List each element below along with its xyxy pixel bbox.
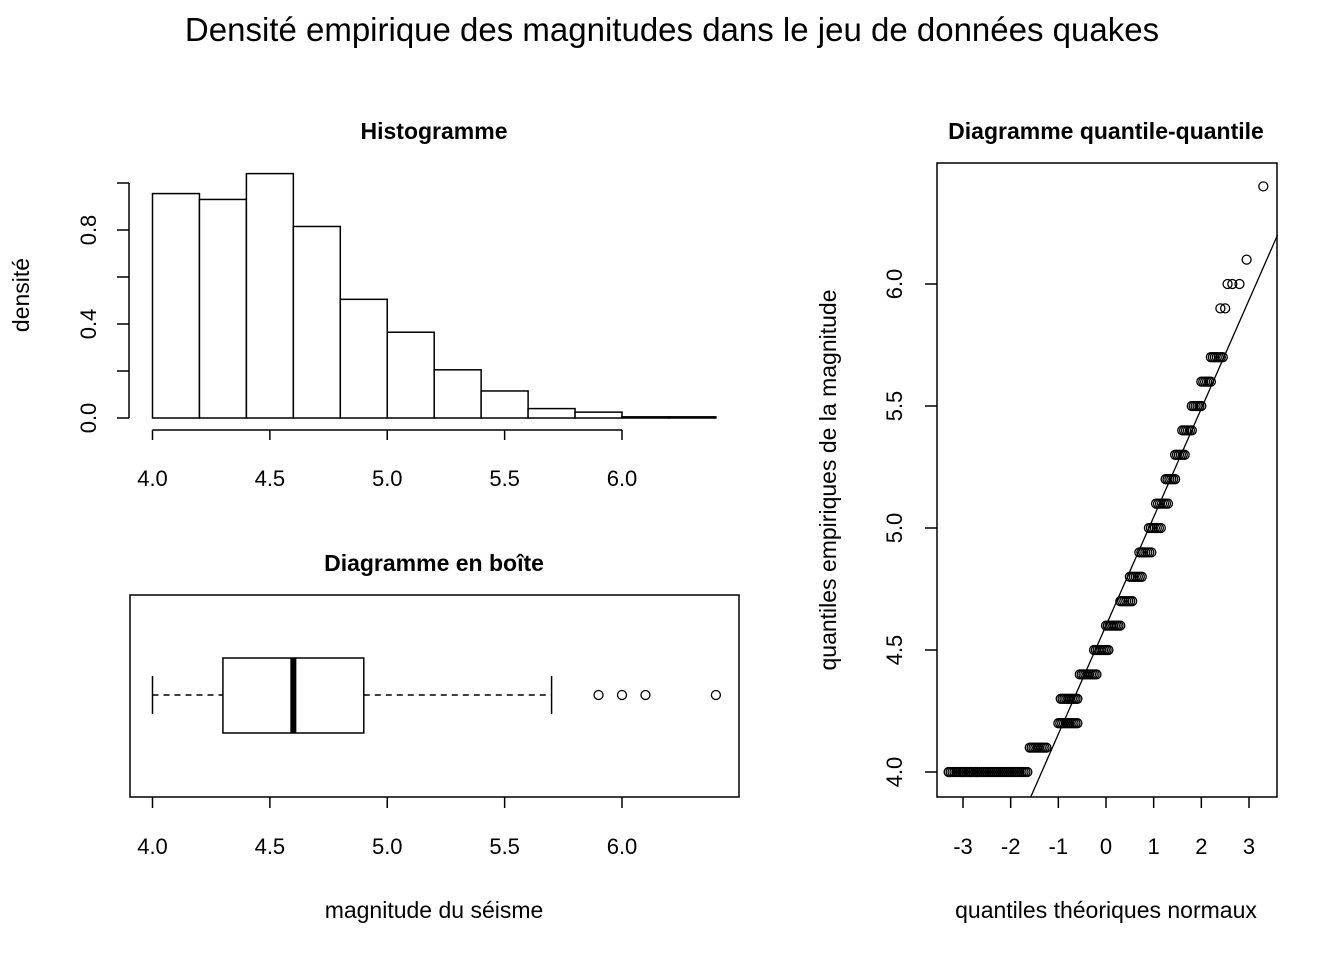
qq-plot-y-axis-title: quantiles empiriques de la magnitude [815,289,841,670]
histogram-y-axis-title: densité [8,258,34,332]
boxplot-x-tick-label: 5.5 [489,834,520,859]
qq-point [972,766,983,778]
qq-y-tick-label: 5.5 [882,391,907,422]
boxplot-panel: Diagramme en boîte 4.0 4.5 5.0 5.5 6.0 magni… [129,550,740,923]
qq-plot-y-axis: 4.0 4.5 5.0 5.5 6.0 [882,269,937,788]
qq-point [1220,303,1231,314]
qq-point [1227,278,1238,290]
qq-x-tick-label: -1 [1049,834,1069,859]
histogram-x-tick-label: 5.0 [372,466,403,491]
histogram-y-tick-label: 0.0 [76,403,101,434]
histogram-y-tick-label: 0.4 [76,309,101,340]
qq-point [1041,742,1052,753]
qq-point [1072,718,1083,729]
qq-point [965,766,976,778]
boxplot-outlier [616,689,628,701]
histogram-bar [151,192,201,419]
qq-x-tick-label: 2 [1195,834,1207,859]
qq-point [1234,278,1245,290]
qq-plot-x-axis-title: quantiles théoriques normaux [955,897,1257,923]
histogram-bar [574,411,623,419]
boxplot-x-tick-label: 5.0 [372,834,403,859]
histogram-x-tick-label: 6.0 [607,466,638,491]
qq-plot-panel: Diagramme quantile-quantile quantiles em… [815,118,1279,923]
boxplot-title: Diagramme en boîte [324,550,544,576]
histogram-x-tick-label: 4.0 [137,466,168,491]
boxplot-x-axis: 4.0 4.5 5.0 5.5 6.0 [137,797,637,859]
histogram-bar [198,198,248,419]
qq-reference-line [1030,234,1279,797]
qq-point [1115,620,1126,631]
qq-point [943,766,954,778]
qq-point [1072,693,1083,704]
histogram-bar [480,390,529,419]
histogram-bar [668,416,717,419]
qq-point [1091,669,1102,680]
qq-point [1127,596,1138,607]
qq-x-tick-label: 3 [1243,834,1255,859]
boxplot-frame [129,594,740,798]
qq-y-tick-label: 4.0 [882,757,907,788]
histogram-bar [339,298,388,419]
qq-point [1022,766,1033,778]
histogram-y-tick-label: 0.8 [76,215,101,246]
qq-plot-points [943,181,1269,778]
qq-x-tick-label: 0 [1100,834,1112,859]
histogram-bar [527,407,576,419]
qq-y-tick-label: 5.0 [882,513,907,544]
boxplot-outlier [593,689,604,701]
boxplot-outlier [710,689,722,701]
boxplot-x-tick-label: 6.0 [607,834,638,859]
qq-point [1162,498,1174,509]
qq-x-tick-label: 1 [1148,834,1160,859]
qq-point [1258,181,1269,192]
qq-point [957,766,969,778]
qq-point [1217,352,1228,363]
qq-point [1215,303,1226,314]
qq-point [1103,644,1114,656]
histogram-x-axis: 4.0 4.5 5.0 5.5 6.0 [137,429,638,491]
qq-point [1155,522,1166,534]
histogram-panel: Histogramme densité 4.0 4.5 5.0 5.5 6.0 0.00… [8,118,717,491]
qq-plot-title: Diagramme quantile-quantile [948,118,1264,144]
qq-x-tick-label: -2 [1001,834,1021,859]
boxplot-marks [151,657,722,734]
histogram-bar [433,369,482,419]
histogram-bar [292,225,342,419]
histogram-bar [245,172,295,419]
histogram-bar [621,416,670,419]
figure-title: Densité empirique des magnitudes dans le… [185,11,1159,48]
histogram-title: Histogramme [361,118,508,144]
qq-point [1222,278,1233,290]
histogram-x-tick-label: 5.5 [489,466,520,491]
qq-x-tick-label: -3 [953,834,973,859]
qq-point [1186,425,1197,436]
histogram-bars [151,172,717,419]
histogram-bar [386,331,435,419]
boxplot-outlier [640,689,651,701]
boxplot-x-tick-label: 4.5 [255,834,286,859]
histogram-y-axis: 0.0 0.4 0.8 [76,182,130,434]
qq-point [1241,254,1252,265]
qq-y-tick-label: 6.0 [882,269,907,300]
qq-point [1179,449,1190,460]
qq-plot-x-axis: -3 -2 -1 0 1 2 3 [953,797,1255,859]
qq-plot-frame [936,162,1278,798]
qq-plot-reference-line [1030,234,1279,797]
qq-y-tick-label: 4.5 [882,635,907,666]
boxplot-x-tick-label: 4.0 [137,834,168,859]
qq-point [1196,400,1207,412]
boxplot-x-axis-title: magnitude du séisme [325,897,544,923]
histogram-x-tick-label: 4.5 [255,466,286,491]
qq-point [1136,571,1147,582]
qq-point [1146,547,1157,558]
